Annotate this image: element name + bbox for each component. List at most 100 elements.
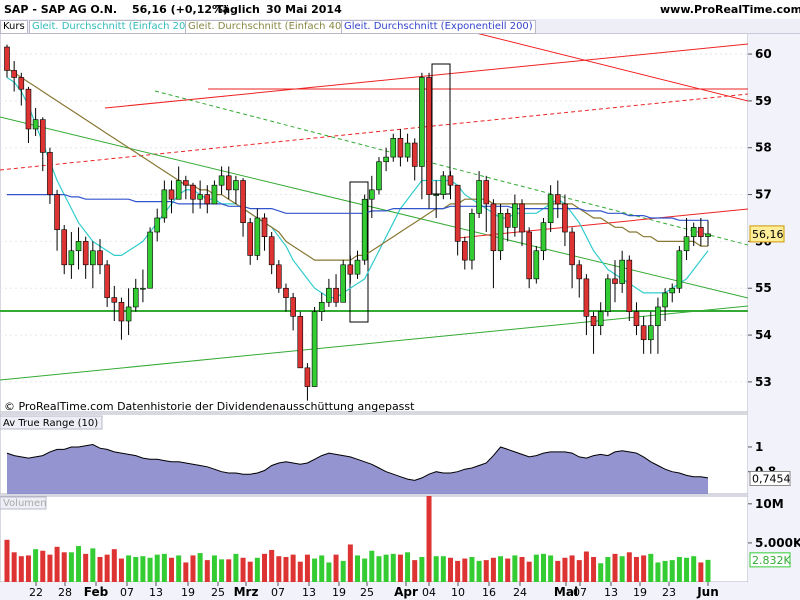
candle-down (225, 175, 232, 191)
x-tick-label: Jun (696, 585, 719, 599)
legend-sma40[interactable]: Gleit. Durchschnitt (Einfach 40) (185, 20, 349, 34)
candle-down (297, 316, 304, 369)
candle-up (433, 194, 439, 196)
candle-up (440, 175, 447, 195)
candle-up (311, 311, 318, 387)
candle-down (283, 287, 289, 298)
volume-bar-down (190, 555, 196, 582)
sma20-line (6, 76, 709, 299)
volume-bar-up (76, 546, 82, 582)
volume-bar-down (455, 560, 461, 582)
candle-down (333, 287, 339, 303)
candle-up (619, 259, 625, 284)
x-tick-label: 19 (332, 586, 346, 599)
candle-down (54, 194, 60, 230)
quote-value: 56,16 (+0,12%) (132, 3, 229, 16)
x-tick-label: 04 (422, 586, 436, 599)
volume-bar-down (562, 557, 568, 582)
legend-sma20[interactable]: Gleit. Durchschnitt (Einfach 20) (29, 20, 193, 34)
legend-kurs[interactable]: Kurs (0, 20, 28, 34)
x-tick-label: 13 (302, 586, 316, 599)
volume-bar-up (533, 554, 539, 582)
candle-up (318, 301, 325, 312)
price-tick-label: 55 (755, 281, 772, 295)
candle-up (647, 325, 654, 341)
atr-area (7, 444, 708, 494)
candle-down (39, 119, 46, 153)
volume-bar-up (598, 563, 604, 582)
candle-down (183, 180, 189, 186)
x-tick-label: 19 (633, 586, 647, 599)
candle-up (676, 250, 683, 289)
volume-bar-up (648, 553, 654, 582)
atr-last-box (749, 470, 791, 486)
volume-bar-up (176, 555, 182, 582)
candle-down (261, 217, 268, 238)
candle-down (111, 297, 118, 303)
candle-down (411, 142, 418, 167)
candle-down (304, 367, 311, 387)
volume-bar-up (219, 559, 225, 582)
candle-down (562, 203, 568, 233)
candle-down (612, 278, 618, 284)
candle-down (504, 212, 511, 228)
candle-down (82, 241, 89, 266)
trend-line (104, 43, 748, 109)
x-tick-label: Mai (554, 585, 578, 599)
candle-down (454, 184, 461, 242)
volume-bar-up (662, 560, 668, 582)
volume-bar-down (633, 556, 639, 582)
volume-tick-label: 10M (755, 497, 784, 511)
x-tick-label: 16 (482, 586, 496, 599)
volume-bar-up (254, 557, 260, 582)
indicator-legend: Kurs Gleit. Durchschnitt (Einfach 20) Gl… (0, 19, 800, 34)
candle-down (97, 250, 103, 266)
candle-up (540, 222, 547, 252)
volume-bar-down (490, 557, 496, 582)
price-axis (748, 33, 800, 582)
x-tick-label: 07 (271, 586, 285, 599)
candle-down (168, 189, 175, 200)
candle-down (18, 77, 25, 90)
volume-bar-up (655, 562, 661, 582)
candle-up (233, 180, 239, 191)
instrument-title: SAP - SAP AG O.N. (4, 3, 118, 16)
volume-bar-down (347, 544, 353, 582)
candle-up (533, 250, 540, 280)
candle-down (347, 264, 354, 275)
volume-bar-down (462, 558, 468, 582)
price-tick-label: 60 (755, 47, 772, 61)
candle-up (326, 287, 332, 303)
candle-down (4, 46, 10, 71)
candle-down (490, 203, 497, 252)
candle-up (175, 180, 182, 200)
volume-bar-up (619, 556, 625, 582)
candle-down (583, 278, 590, 317)
legend-ema200[interactable]: Gleit. Durchschnitt (Exponentiell 200) (341, 20, 536, 34)
candle-down (590, 316, 597, 326)
volume-bar-down (555, 560, 561, 582)
title-bar: SAP - SAP AG O.N. 56,16 (+0,12%) Täglich… (0, 0, 800, 20)
candle-down (118, 301, 125, 322)
volume-title-box (0, 496, 47, 510)
candle-down (397, 138, 404, 158)
volume-bar-up (133, 556, 139, 582)
volume-bar-up (676, 556, 682, 582)
volume-bar-down (97, 556, 103, 582)
candle-down (290, 297, 296, 317)
candle-down (569, 231, 575, 266)
atr-last-label: 0,7454 (752, 472, 791, 485)
candle-down (698, 227, 704, 238)
volume-bar-down (526, 561, 532, 582)
volume-bar-up (33, 549, 39, 582)
candle-up (68, 250, 75, 266)
candle-up (75, 241, 82, 252)
candle-down (554, 194, 561, 205)
volume-bar-down (297, 561, 303, 582)
candle-up (390, 138, 397, 158)
candle-down (626, 259, 633, 312)
volume-bar-down (276, 556, 282, 582)
candle-down (268, 236, 275, 266)
candle-down (47, 152, 53, 195)
volume-bar-up (419, 556, 425, 582)
